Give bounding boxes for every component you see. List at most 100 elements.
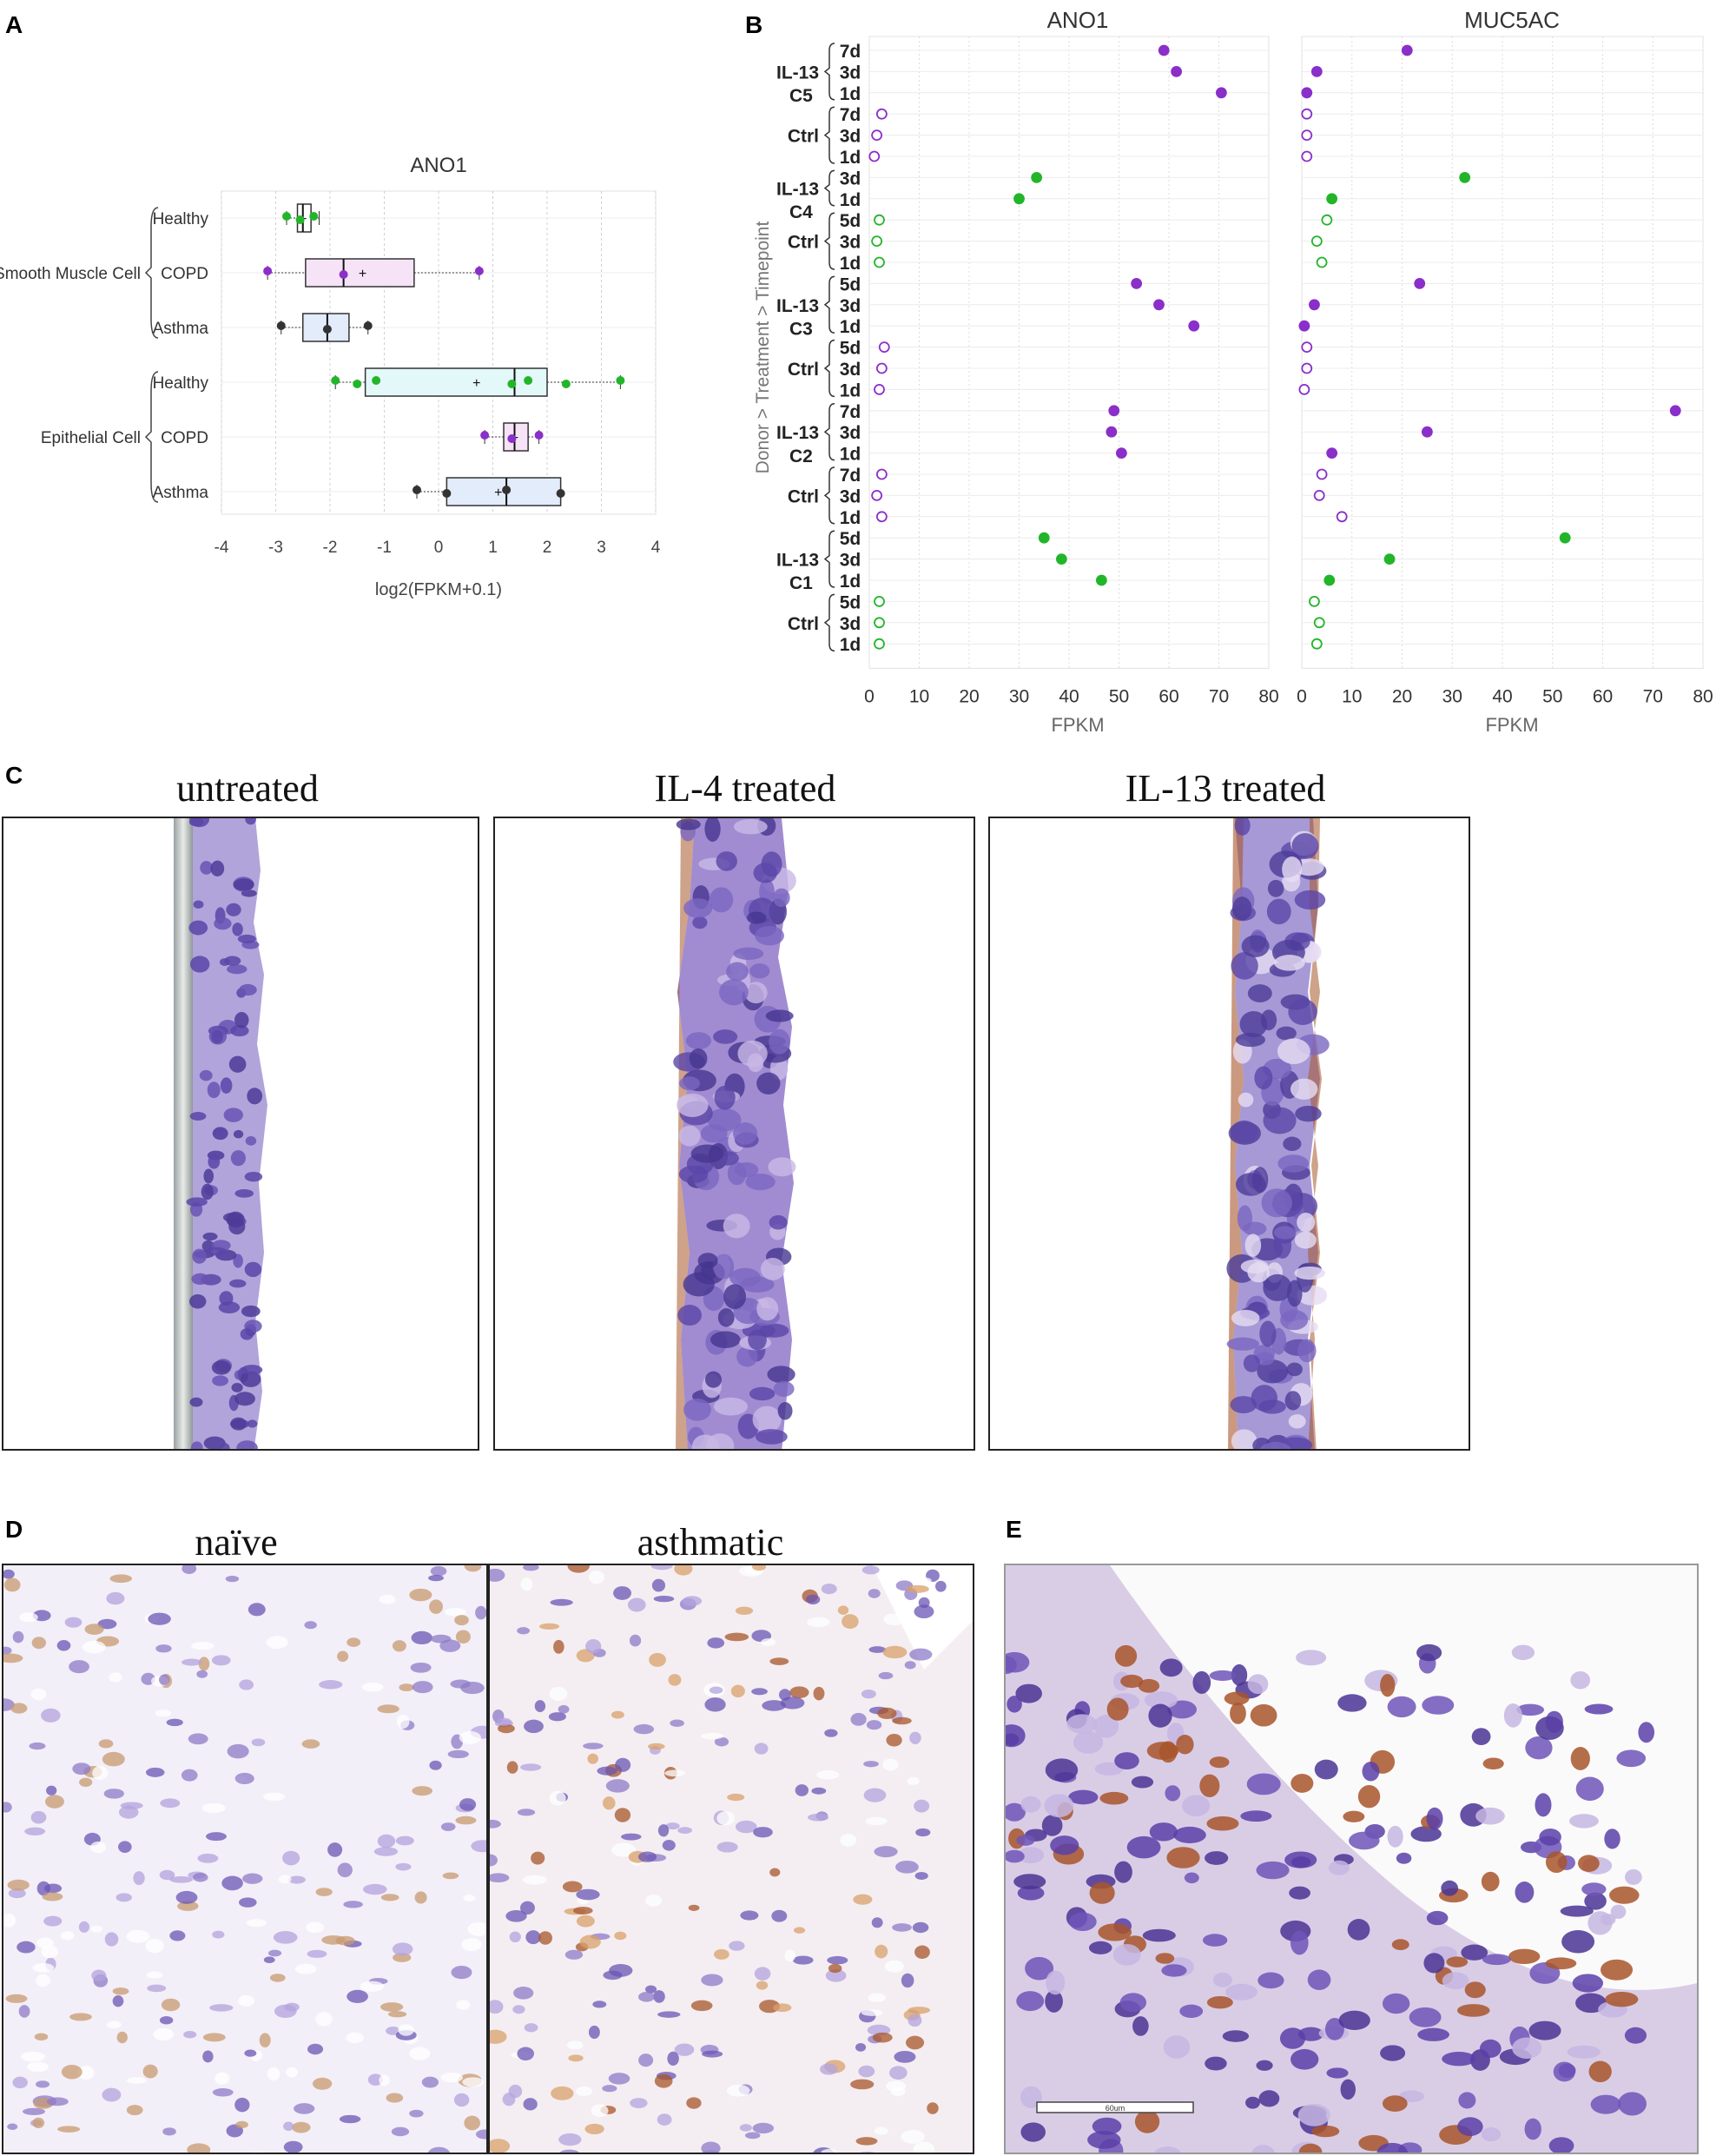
tissue-cell [238, 1897, 257, 1908]
dotplot-treatment-bracket [823, 275, 835, 334]
tissue-cell [428, 2146, 451, 2153]
tissue-cell [827, 1955, 848, 1965]
tissue-cell [221, 1875, 243, 1891]
tissue-cell [1340, 2079, 1356, 2100]
tissue-cell [1202, 1934, 1228, 1947]
dotplot-time-label: 7d [840, 105, 861, 125]
tissue-cell [166, 1718, 183, 1727]
tissue-cell [1148, 1703, 1172, 1728]
tissue-cell [1568, 1814, 1599, 1829]
tissue-cell [475, 2129, 486, 2139]
tissue-cell [1244, 1233, 1262, 1257]
tissue-cell [83, 1640, 106, 1654]
tissue-cell [808, 1813, 829, 1822]
boxplot-row-label: Healthy [153, 210, 209, 228]
tissue-cell [523, 2098, 538, 2111]
boxplot-point [276, 321, 286, 330]
tissue-cell [1155, 1953, 1175, 1964]
tissue-cell [654, 2073, 673, 2088]
tissue-cell [914, 1799, 930, 1813]
tissue-cell [638, 1851, 657, 1862]
tissue-cell [29, 1742, 46, 1750]
tissue-cell [1247, 984, 1272, 1002]
tissue-cell [211, 1655, 231, 1666]
tissue-cell [346, 2032, 364, 2044]
tissue-cell [1528, 2020, 1561, 2040]
dotplot-point [1171, 66, 1183, 77]
tissue-cell [1230, 1396, 1257, 1414]
tissue-cell [588, 1571, 604, 1584]
tissue-cell [517, 1809, 536, 1816]
tissue-cell [215, 2072, 230, 2085]
tissue-cell [1099, 1791, 1129, 1805]
tissue-cell [1343, 1810, 1365, 1822]
dotplot-x-tick: 50 [1109, 686, 1129, 706]
tissue-cell [559, 2149, 579, 2153]
tissue-cell [259, 2033, 271, 2048]
dotplot-point [875, 108, 888, 120]
tissue-cell [27, 2061, 50, 2073]
tissue-cell [319, 1680, 343, 1690]
dotplot-x-tick: 70 [1209, 686, 1229, 706]
tissue-cell [662, 1840, 676, 1851]
tissue-cell [613, 1586, 631, 1600]
tissue-cell [707, 1637, 725, 1649]
tissue-cell [1007, 1696, 1022, 1713]
tissue-cell [294, 2103, 315, 2114]
tissue-cell [177, 1901, 199, 1911]
boxplot-grid [221, 190, 657, 515]
tissue-cell [126, 2077, 147, 2084]
tissue-cell [901, 1973, 914, 1988]
tissue-cell [240, 1371, 261, 1387]
tissue-cell [1600, 1959, 1634, 1981]
tissue-cell [84, 1624, 104, 1635]
tissue-cell [380, 1894, 399, 1901]
boxplot-x-tick: 2 [543, 539, 552, 557]
tissue-cell [158, 1674, 170, 1685]
dotplot-time-label: 3d [840, 169, 861, 188]
tissue-cell [189, 956, 210, 973]
dotplot-point [1414, 277, 1426, 289]
tissue-cell [520, 1577, 533, 1591]
tissue-cell [430, 1565, 447, 1577]
dotplot-treatment-bracket [823, 593, 835, 651]
tissue-cell [228, 1055, 247, 1073]
tissue-cell [1610, 1904, 1627, 1920]
tissue-cell [1409, 2007, 1442, 2027]
tissue-cell [459, 1730, 481, 1744]
tissue-cell [1387, 1696, 1416, 1718]
tissue-cell [103, 1789, 124, 1799]
tissue-cell [212, 1930, 225, 1939]
tissue-cell [863, 1761, 879, 1768]
tissue-cell [863, 1788, 887, 1802]
tissue-cell [534, 1700, 546, 1713]
tissue-cell [576, 1915, 595, 1928]
dotplot-point [1301, 129, 1313, 142]
tissue-cell [1114, 1861, 1132, 1883]
boxplot-point [556, 489, 565, 498]
dotplot-point [875, 468, 888, 480]
tissue-cell [230, 1024, 249, 1037]
dotplot-point [1669, 405, 1681, 417]
tissue-cell [46, 2097, 69, 2106]
tissue-cell [1231, 1429, 1257, 1449]
dotplot-point [1326, 447, 1338, 459]
tissue-cell [579, 1934, 601, 1949]
tissue-e: 60um [1006, 1565, 1697, 2153]
tissue-cell [602, 2085, 617, 2093]
tissue-cell [868, 1646, 887, 1653]
tissue-cell [855, 2042, 867, 2052]
tissue-cell [1286, 1280, 1303, 1307]
tissue-cell [1561, 1929, 1595, 1954]
tissue-cell [805, 1594, 821, 1605]
tissue-cell [392, 1942, 413, 1956]
tissue-cell [1338, 2010, 1370, 2031]
micrograph-naive [2, 1564, 488, 2154]
tissue-cell [145, 1767, 165, 1777]
micrograph-e: 60um [1004, 1564, 1699, 2154]
tissue-cell [451, 1965, 472, 1980]
tissue-cell [1154, 2146, 1181, 2153]
tissue-cell [112, 1995, 124, 2007]
tissue-il13 [1226, 818, 1330, 1449]
tissue-cell [1441, 1880, 1459, 1896]
